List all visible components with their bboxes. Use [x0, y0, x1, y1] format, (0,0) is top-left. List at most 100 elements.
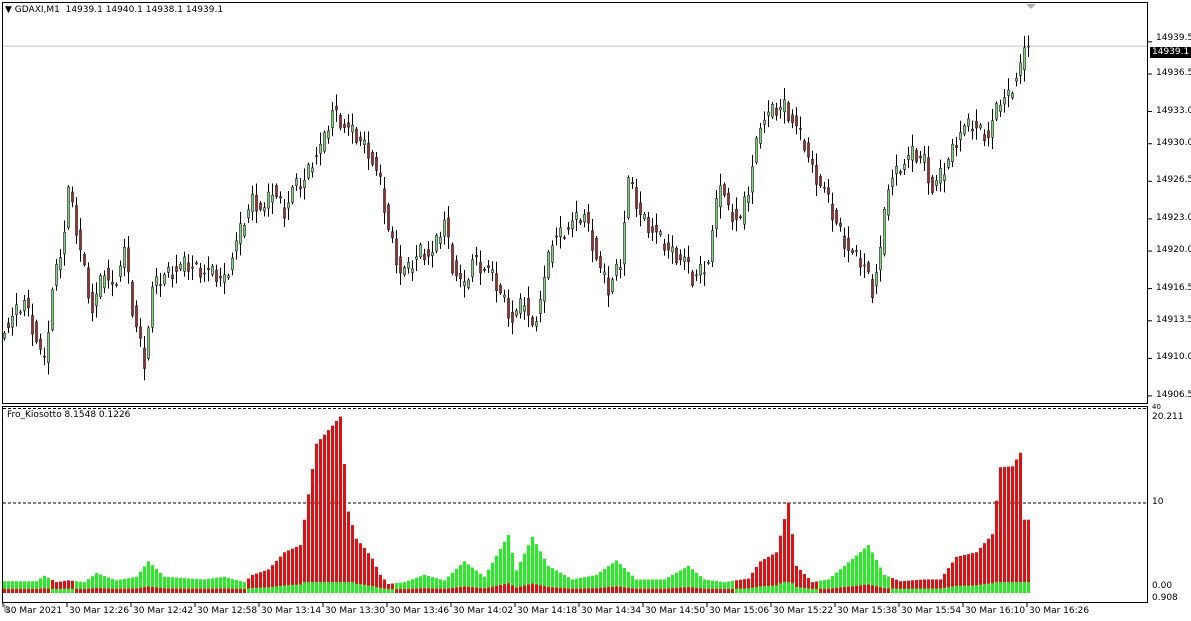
candle [127, 236, 130, 284]
candle [739, 214, 742, 220]
secondary-histogram-bar [339, 582, 342, 593]
candle [927, 145, 930, 195]
candle [167, 261, 170, 278]
candle [603, 263, 606, 284]
candle [835, 208, 838, 226]
bull-histogram-bar [627, 571, 630, 593]
collapse-triangle-icon[interactable]: ▼ [5, 5, 12, 15]
bear-histogram-bar [315, 443, 318, 593]
secondary-histogram-bar [139, 587, 142, 593]
bear-histogram-bar [59, 581, 62, 593]
bull-candle-body [167, 267, 170, 273]
time-tick-label: 30 Mar 16:10 [965, 606, 1026, 616]
secondary-histogram-bar [719, 588, 722, 593]
time-tick-label: 30 Mar 12:58 [197, 606, 258, 616]
bull-candle-body [1011, 93, 1014, 98]
bear-histogram-bar [803, 573, 806, 593]
secondary-histogram-bar [747, 588, 750, 593]
bear-candle-body [987, 130, 990, 139]
secondary-histogram-bar [335, 582, 338, 593]
bear-histogram-bar [351, 525, 354, 593]
indicator-axis-min-label: 0.00 [1152, 581, 1173, 591]
secondary-histogram-bar [803, 588, 806, 593]
bull-histogram-bar [607, 566, 610, 593]
candle [123, 238, 126, 277]
bull-candle-body [543, 277, 546, 302]
secondary-histogram-bar [467, 586, 470, 593]
price-tick-label: 14920.0 [1156, 245, 1191, 256]
bull-candle-body [415, 256, 418, 260]
bear-histogram-bar [63, 580, 66, 593]
secondary-histogram-bar [1015, 582, 1018, 593]
candle [571, 212, 574, 238]
candle [319, 132, 322, 166]
bear-histogram-bar [963, 554, 966, 593]
bull-histogram-bar [711, 580, 714, 593]
bear-histogram-bar [387, 583, 390, 593]
candle [91, 283, 94, 322]
secondary-histogram-bar [151, 586, 154, 593]
secondary-histogram-bar [963, 585, 966, 593]
bull-histogram-bar [75, 581, 78, 593]
candle [383, 177, 386, 225]
secondary-histogram-bar [455, 587, 458, 593]
candle [343, 119, 346, 134]
secondary-histogram-bar [379, 588, 382, 593]
bull-histogram-bar [403, 582, 406, 593]
bull-histogram-bar [855, 555, 858, 593]
candle [411, 260, 414, 282]
bull-candle-body [947, 159, 950, 168]
secondary-histogram-bar [219, 588, 222, 593]
bear-histogram-bar [259, 572, 262, 593]
candle [747, 186, 750, 212]
bull-candle-body [883, 208, 886, 255]
bull-histogram-bar [463, 561, 466, 593]
bull-candle-body [151, 286, 154, 328]
bull-histogram-bar [883, 574, 886, 593]
bear-candle-body [391, 231, 394, 239]
candle [635, 178, 638, 218]
bear-histogram-bar [763, 559, 766, 593]
bear-candle-body [175, 266, 178, 272]
bull-candle-body [331, 110, 334, 128]
candles [3, 35, 1030, 381]
secondary-histogram-bar [95, 587, 98, 593]
candle [883, 207, 886, 257]
bear-histogram-bar [919, 579, 922, 593]
bear-candle-body [383, 188, 386, 213]
bull-candle-body [623, 222, 626, 265]
bear-histogram-bar [379, 574, 382, 593]
candle [991, 108, 994, 150]
candle [1027, 35, 1030, 57]
secondary-histogram-bar [311, 582, 314, 593]
candle [451, 242, 454, 276]
bull-histogram-bar [135, 576, 138, 593]
bear-candle-body [867, 262, 870, 273]
candle [251, 185, 254, 221]
bear-candle-body [727, 192, 730, 206]
bull-histogram-bar [395, 583, 398, 593]
bull-histogram-bar [675, 572, 678, 593]
bull-histogram-bar [671, 574, 674, 593]
secondary-histogram-bar [731, 588, 734, 593]
bull-histogram-bar [511, 552, 514, 593]
secondary-histogram-bar [711, 588, 714, 593]
price-tick-label: 14910.0 [1156, 352, 1191, 363]
bear-histogram-bar [991, 534, 994, 593]
bull-histogram-bar [423, 574, 426, 593]
secondary-histogram-bar [419, 588, 422, 593]
bear-histogram-bar [999, 467, 1002, 593]
bull-candle-body [195, 262, 198, 265]
candle [675, 245, 678, 265]
chart-shift-marker-icon[interactable] [1026, 4, 1036, 9]
bull-histogram-bar [635, 579, 638, 593]
bull-candle-body [15, 304, 18, 315]
bull-candle-body [327, 130, 330, 139]
bull-candle-body [295, 178, 298, 186]
bear-candle-body [451, 244, 454, 274]
bear-histogram-bar [51, 580, 54, 593]
bull-histogram-bar [823, 580, 826, 593]
bear-histogram-bar [279, 556, 282, 593]
secondary-histogram-bar [695, 587, 698, 593]
